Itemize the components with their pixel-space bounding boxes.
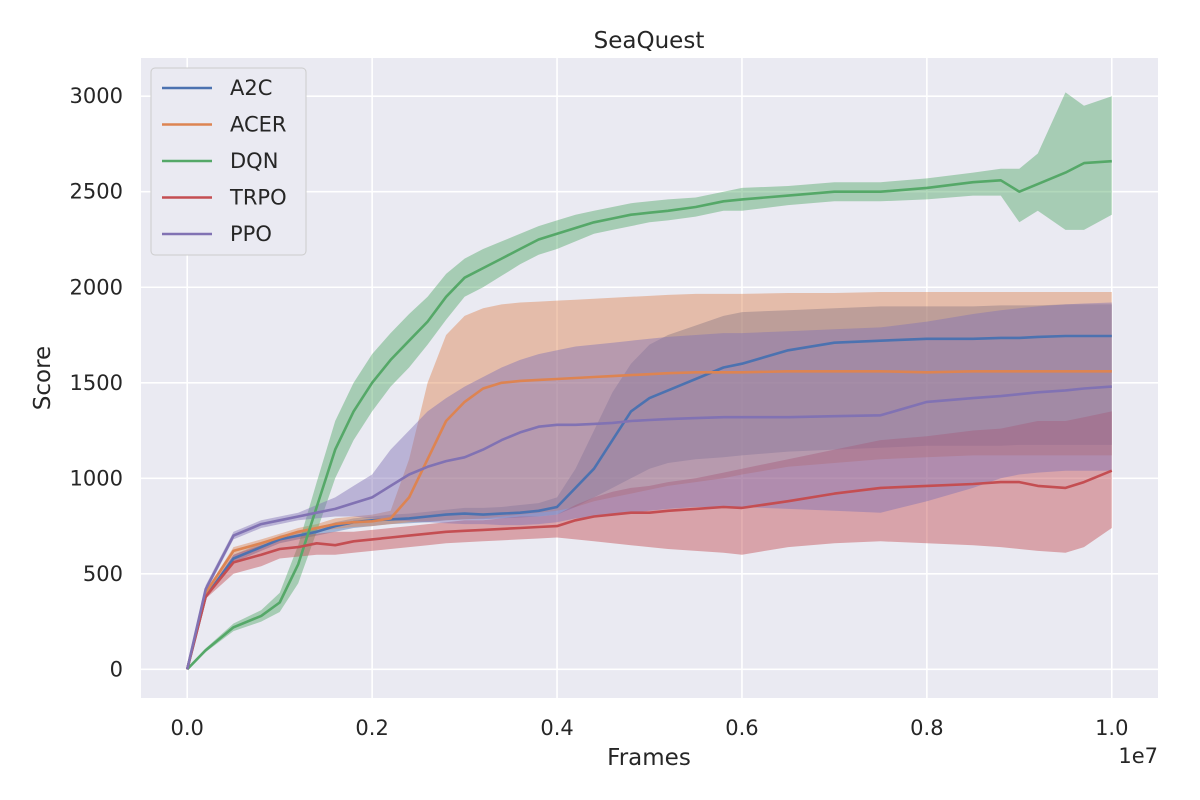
- legend-box: [150, 67, 307, 256]
- y-tick-label: 1000: [70, 466, 123, 490]
- x-tick-label: 0.6: [725, 716, 758, 740]
- x-tick-label: 0.2: [355, 716, 388, 740]
- x-tick-label: 0.0: [171, 716, 204, 740]
- y-tick-label: 1500: [70, 371, 123, 395]
- plot-background: [141, 58, 1158, 698]
- legend-label-ppo: PPO: [230, 222, 272, 246]
- chart-title: SeaQuest: [594, 28, 705, 54]
- legend-label-a2c: A2C: [230, 76, 272, 100]
- x-axis-label: Frames: [607, 745, 691, 771]
- y-tick-label: 2000: [70, 275, 123, 299]
- y-axis-label: Score: [30, 346, 56, 410]
- tick-labels: 0.0 0.2 0.4 0.6 0.8 1.0 0 500 1000 1500 2000 2500 30…: [70, 84, 1129, 740]
- ppo-band: [187, 302, 1112, 670]
- y-tick-label: 0: [110, 657, 123, 681]
- x-tick-label: 0.8: [910, 716, 943, 740]
- acer-line: [185, 369, 1112, 670]
- trpo-band: [187, 411, 1112, 670]
- acer-band: [187, 292, 1112, 670]
- legend-label-trpo: TRPO: [229, 186, 287, 210]
- legend-label-dqn: DQN: [230, 149, 278, 173]
- legend-label-acer: ACER: [230, 113, 287, 137]
- x-offset-label: 1e7: [1118, 744, 1158, 768]
- y-tick-label: 3000: [70, 84, 123, 108]
- x-tick-label: 0.4: [540, 716, 573, 740]
- legend: A2C ACER DQN TRPO PPO: [150, 67, 307, 256]
- ppo-line: [185, 385, 1112, 670]
- a2c-line: [185, 334, 1112, 670]
- y-tick-label: 500: [83, 562, 123, 586]
- x-tick-label: 1.0: [1095, 716, 1128, 740]
- series-lines: [185, 159, 1113, 671]
- y-tick-label: 2500: [70, 180, 123, 204]
- a2c-band: [187, 304, 1112, 670]
- dqn-line: [186, 159, 1112, 671]
- trpo-line: [185, 469, 1113, 670]
